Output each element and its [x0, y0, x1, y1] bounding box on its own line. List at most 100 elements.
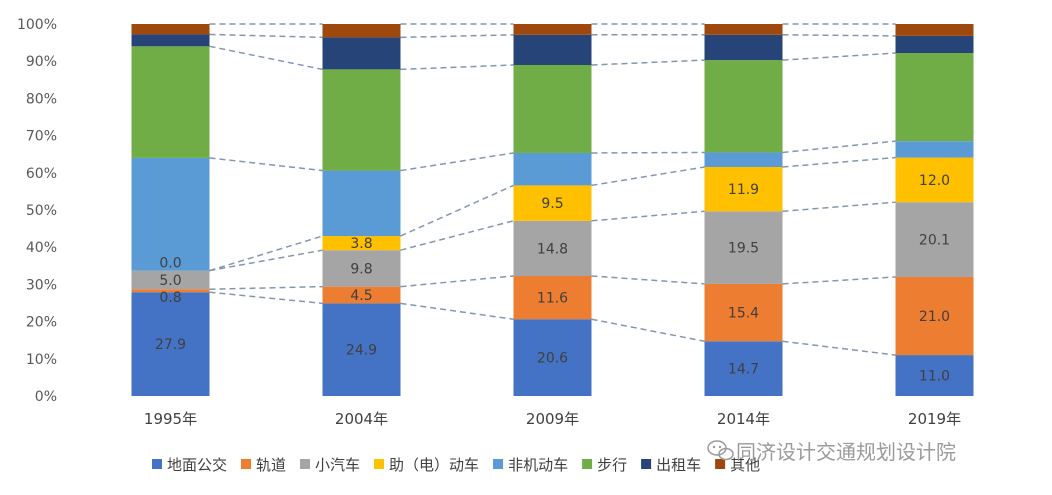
bar-segment	[895, 202, 974, 277]
data-label: 20.1	[919, 233, 950, 249]
connector-line	[591, 59, 705, 66]
bar-segment	[131, 157, 210, 271]
data-label: 19.5	[728, 241, 759, 257]
watermark: 同济设计交通规划设计院	[707, 440, 956, 464]
bars	[131, 24, 974, 396]
data-label: 4.5	[350, 288, 372, 304]
bar-segment	[513, 152, 592, 186]
bar-segment	[322, 303, 401, 396]
connector-lines	[209, 23, 896, 356]
legend-label: 非机动车	[508, 456, 568, 474]
connector-line	[591, 151, 705, 154]
legend-item: 步行	[582, 456, 627, 474]
bar-segment	[322, 236, 401, 251]
bar-segment	[131, 24, 210, 35]
connector-line	[400, 302, 514, 320]
bar-segment	[131, 270, 210, 290]
connector-line	[209, 157, 323, 172]
bar-segment	[513, 185, 592, 221]
legend-label: 其他	[730, 456, 760, 474]
legend-swatch	[241, 459, 252, 469]
bar-segment	[322, 250, 401, 287]
bar-segment	[895, 141, 974, 158]
bar-segment	[895, 24, 974, 36]
connector-line	[209, 291, 323, 305]
connector-line	[400, 275, 514, 288]
connector-line	[400, 220, 514, 251]
bar-segment	[131, 289, 210, 293]
data-label: 14.7	[728, 362, 759, 378]
data-label: 15.4	[728, 306, 759, 322]
y-tick-label: 0%	[35, 389, 57, 405]
bar-segment	[704, 341, 783, 396]
connector-line	[209, 33, 323, 39]
legend: 地面公交 轨道 小汽车 助（电）动车 非机动车 步行 出租车 其他	[152, 456, 760, 474]
bar-segment	[704, 60, 783, 153]
connector-line	[400, 64, 514, 71]
connector-line	[782, 140, 896, 154]
bar-segment	[704, 152, 783, 167]
bar-segment	[131, 292, 210, 396]
connector-line	[209, 235, 323, 272]
data-labels: 27.9 24.9 20.6 14.7 11.0 0.8 4.5 11.6 15.4 21.0 5.…	[155, 173, 950, 385]
legend-swatch	[152, 459, 162, 469]
y-tick-label: 40%	[26, 240, 57, 256]
bar-segment	[322, 170, 401, 237]
bar-segment	[513, 275, 592, 320]
connector-line	[591, 275, 705, 285]
data-label: 27.9	[155, 337, 186, 353]
connector-line	[591, 210, 705, 222]
legend-item: 轨道	[241, 456, 286, 474]
legend-swatch	[641, 459, 652, 469]
data-label: 5.0	[159, 273, 181, 289]
bar-segment	[322, 69, 401, 171]
x-tick-label: 2009年	[526, 410, 579, 428]
bar-segment	[895, 355, 974, 396]
y-tick-label: 50%	[26, 203, 57, 219]
data-label: 11.9	[728, 182, 759, 198]
data-label: 24.9	[346, 343, 377, 359]
x-tick-label: 2014年	[717, 410, 770, 428]
y-tick-label: 20%	[26, 315, 57, 331]
bar-segment	[131, 34, 210, 47]
bar-segment	[895, 276, 974, 356]
connector-line	[400, 152, 514, 172]
wechat-icon	[707, 440, 734, 461]
legend-item: 出租车	[641, 456, 701, 474]
y-tick-label: 10%	[26, 352, 57, 368]
bar-segment	[895, 35, 974, 54]
legend-label: 小汽车	[315, 456, 360, 474]
data-label: 9.5	[541, 196, 563, 212]
legend-item: 地面公交	[152, 456, 227, 474]
connector-line	[591, 166, 705, 187]
connector-line	[782, 201, 896, 213]
connector-line	[782, 276, 896, 285]
x-tick-label: 2004年	[335, 410, 388, 428]
legend-item: 非机动车	[493, 456, 568, 474]
data-label: 11.0	[919, 369, 950, 385]
x-tick-label: 1995年	[144, 410, 197, 428]
y-tick-label: 70%	[26, 129, 57, 145]
legend-item: 其他	[715, 456, 760, 474]
legend-label: 轨道	[256, 456, 286, 474]
data-label: 11.6	[537, 291, 568, 307]
bar-segment	[704, 211, 783, 284]
data-label: 3.8	[350, 236, 372, 252]
data-label: 9.8	[350, 261, 372, 277]
data-label: 0.8	[159, 290, 181, 306]
data-label: 20.6	[537, 351, 568, 367]
legend-swatch	[493, 459, 504, 469]
bar-segment	[322, 24, 401, 38]
bar-segment	[704, 166, 783, 212]
legend-label: 出租车	[656, 456, 701, 474]
bar-segment	[704, 34, 783, 61]
bar-segment	[895, 157, 974, 203]
data-label: 14.8	[537, 241, 568, 257]
bar-segment	[322, 37, 401, 70]
connector-line	[782, 34, 896, 37]
connector-line	[209, 249, 323, 272]
legend-swatch	[715, 459, 726, 469]
bar-segment	[704, 283, 783, 342]
y-tick-label: 60%	[26, 166, 57, 182]
